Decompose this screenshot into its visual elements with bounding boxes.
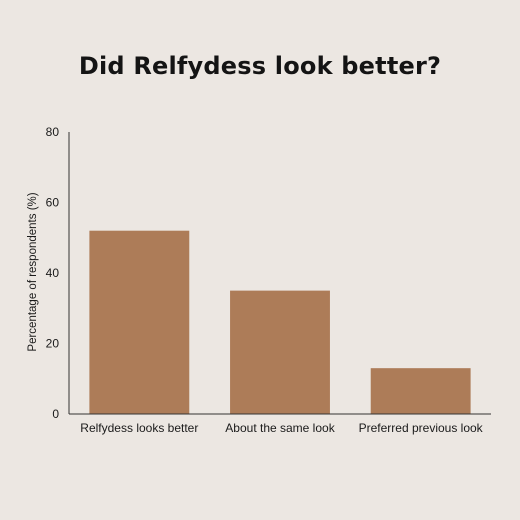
x-tick-label-0: Relfydess looks better — [80, 421, 198, 435]
y-tick-label-2: 40 — [46, 266, 60, 280]
y-tick-label-4: 80 — [46, 125, 60, 139]
bar-0 — [89, 230, 190, 414]
y-tick-label-1: 20 — [46, 337, 60, 351]
x-ticks-group: Relfydess looks better About the same loo… — [80, 421, 483, 435]
bar-2 — [370, 368, 471, 414]
x-tick-label-1: About the same look — [225, 421, 335, 435]
bars-group — [89, 230, 471, 414]
y-ticks-group: 0 20 40 60 80 — [46, 125, 60, 421]
x-tick-label-2: Preferred previous look — [359, 421, 484, 435]
chart-title: Did Relfydess look better? — [78, 52, 442, 80]
y-tick-label-3: 60 — [46, 196, 60, 210]
axes-group — [68, 132, 491, 415]
y-tick-label-0: 0 — [52, 407, 59, 421]
bar-1 — [230, 290, 330, 414]
